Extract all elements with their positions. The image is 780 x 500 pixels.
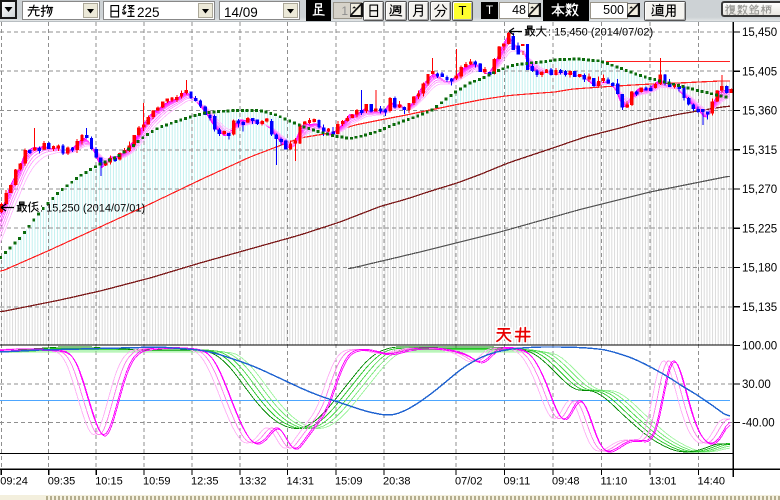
svg-text:15,360: 15,360 — [742, 106, 777, 118]
svg-text:09:48: 09:48 — [552, 476, 580, 488]
svg-text:09:24: 09:24 — [0, 476, 28, 488]
svg-text:13:32: 13:32 — [239, 476, 267, 488]
svg-text:225: 225 — [137, 5, 160, 20]
svg-text:15,135: 15,135 — [742, 302, 777, 314]
svg-text:15,315: 15,315 — [742, 145, 777, 157]
svg-text:10:59: 10:59 — [143, 476, 171, 488]
svg-text:15:09: 15:09 — [335, 476, 363, 488]
svg-text:100.00: 100.00 — [742, 341, 777, 353]
svg-text:14:31: 14:31 — [287, 476, 315, 488]
svg-text:: 15,450 (2014/07/02): : 15,450 (2014/07/02) — [548, 27, 653, 39]
svg-text:15,225: 15,225 — [742, 223, 777, 235]
svg-text:12:35: 12:35 — [191, 476, 219, 488]
svg-text:11:10: 11:10 — [601, 476, 628, 488]
svg-text:13:01: 13:01 — [649, 476, 677, 488]
svg-text:15,180: 15,180 — [742, 263, 777, 275]
svg-text:14/09: 14/09 — [224, 5, 258, 20]
svg-text:: 15,250 (2014/07/01): : 15,250 (2014/07/01) — [40, 203, 145, 215]
svg-text:15,270: 15,270 — [742, 184, 777, 196]
svg-text:15,405: 15,405 — [742, 67, 777, 79]
svg-text:07/02: 07/02 — [455, 476, 483, 488]
svg-text:20:38: 20:38 — [383, 476, 411, 488]
svg-text:09:35: 09:35 — [48, 476, 76, 488]
svg-text:14:40: 14:40 — [698, 476, 726, 488]
svg-text:10:15: 10:15 — [95, 476, 123, 488]
svg-text:30.00: 30.00 — [742, 379, 771, 391]
svg-text:09:11: 09:11 — [504, 476, 531, 488]
svg-text:-40.00: -40.00 — [742, 418, 775, 430]
svg-text:15,450: 15,450 — [742, 27, 777, 39]
